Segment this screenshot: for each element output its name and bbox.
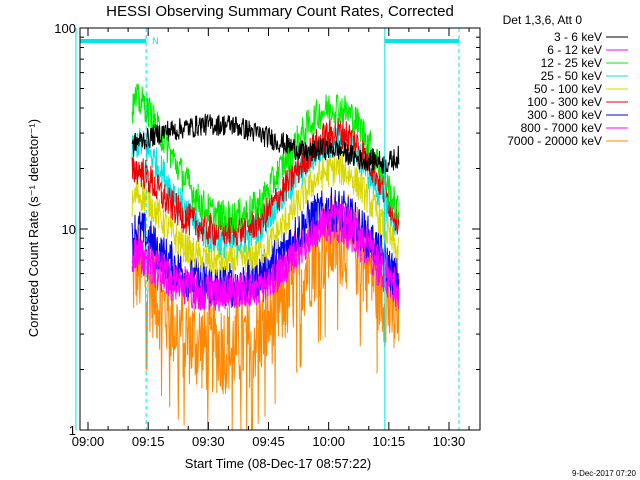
x-axis-label: Start Time (08-Dec-17 08:57:22) (185, 456, 371, 471)
legend-label: 3 - 6 keV (554, 30, 602, 44)
x-tick-label: 10:30 (433, 434, 466, 449)
series-line-6 (131, 117, 400, 246)
plot-timestamp: 9-Dec-2017 07:20 (572, 469, 637, 478)
legend-label: 25 - 50 keV (541, 69, 602, 83)
saa-bar-label: N (152, 36, 159, 46)
series-line-5 (131, 153, 400, 278)
x-tick-label: 10:00 (312, 434, 345, 449)
x-tick-label: 09:15 (132, 434, 165, 449)
y-tick-label: 1 (69, 423, 76, 438)
legend-label: 50 - 100 keV (534, 82, 602, 96)
axes-layer: 100 10 109:00 09:15 09:30 09:45 10:00 10:15 10:3… (54, 21, 481, 449)
legend-label: 12 - 25 keV (541, 56, 602, 70)
x-tick-label: 10:15 (373, 434, 406, 449)
y-axis-label: Corrected Count Rate (s⁻¹ detector⁻¹) (26, 119, 41, 337)
legend-label: 7000 - 20000 keV (507, 134, 602, 148)
legend-header: Det 1,3,6, Att 0 (503, 13, 583, 27)
x-tick-label: 09:00 (72, 434, 105, 449)
series-layer (131, 83, 400, 431)
legend-label: 6 - 12 keV (547, 43, 602, 57)
y-tick-label: 100 (54, 21, 76, 36)
x-tick-label: 09:45 (252, 434, 285, 449)
series-line-2 (131, 201, 400, 309)
legend-label: 300 - 800 keV (527, 108, 602, 122)
chart-title: HESSI Observing Summary Count Rates, Cor… (106, 3, 454, 20)
legend-label: 800 - 7000 keV (521, 121, 602, 135)
x-tick-label: 09:30 (192, 434, 225, 449)
series-line-1 (131, 113, 400, 175)
y-tick-label: 10 (62, 222, 76, 237)
annotations-layer: N (75, 28, 460, 430)
legend-label: 100 - 300 keV (527, 95, 602, 109)
series-line-3 (131, 83, 400, 233)
